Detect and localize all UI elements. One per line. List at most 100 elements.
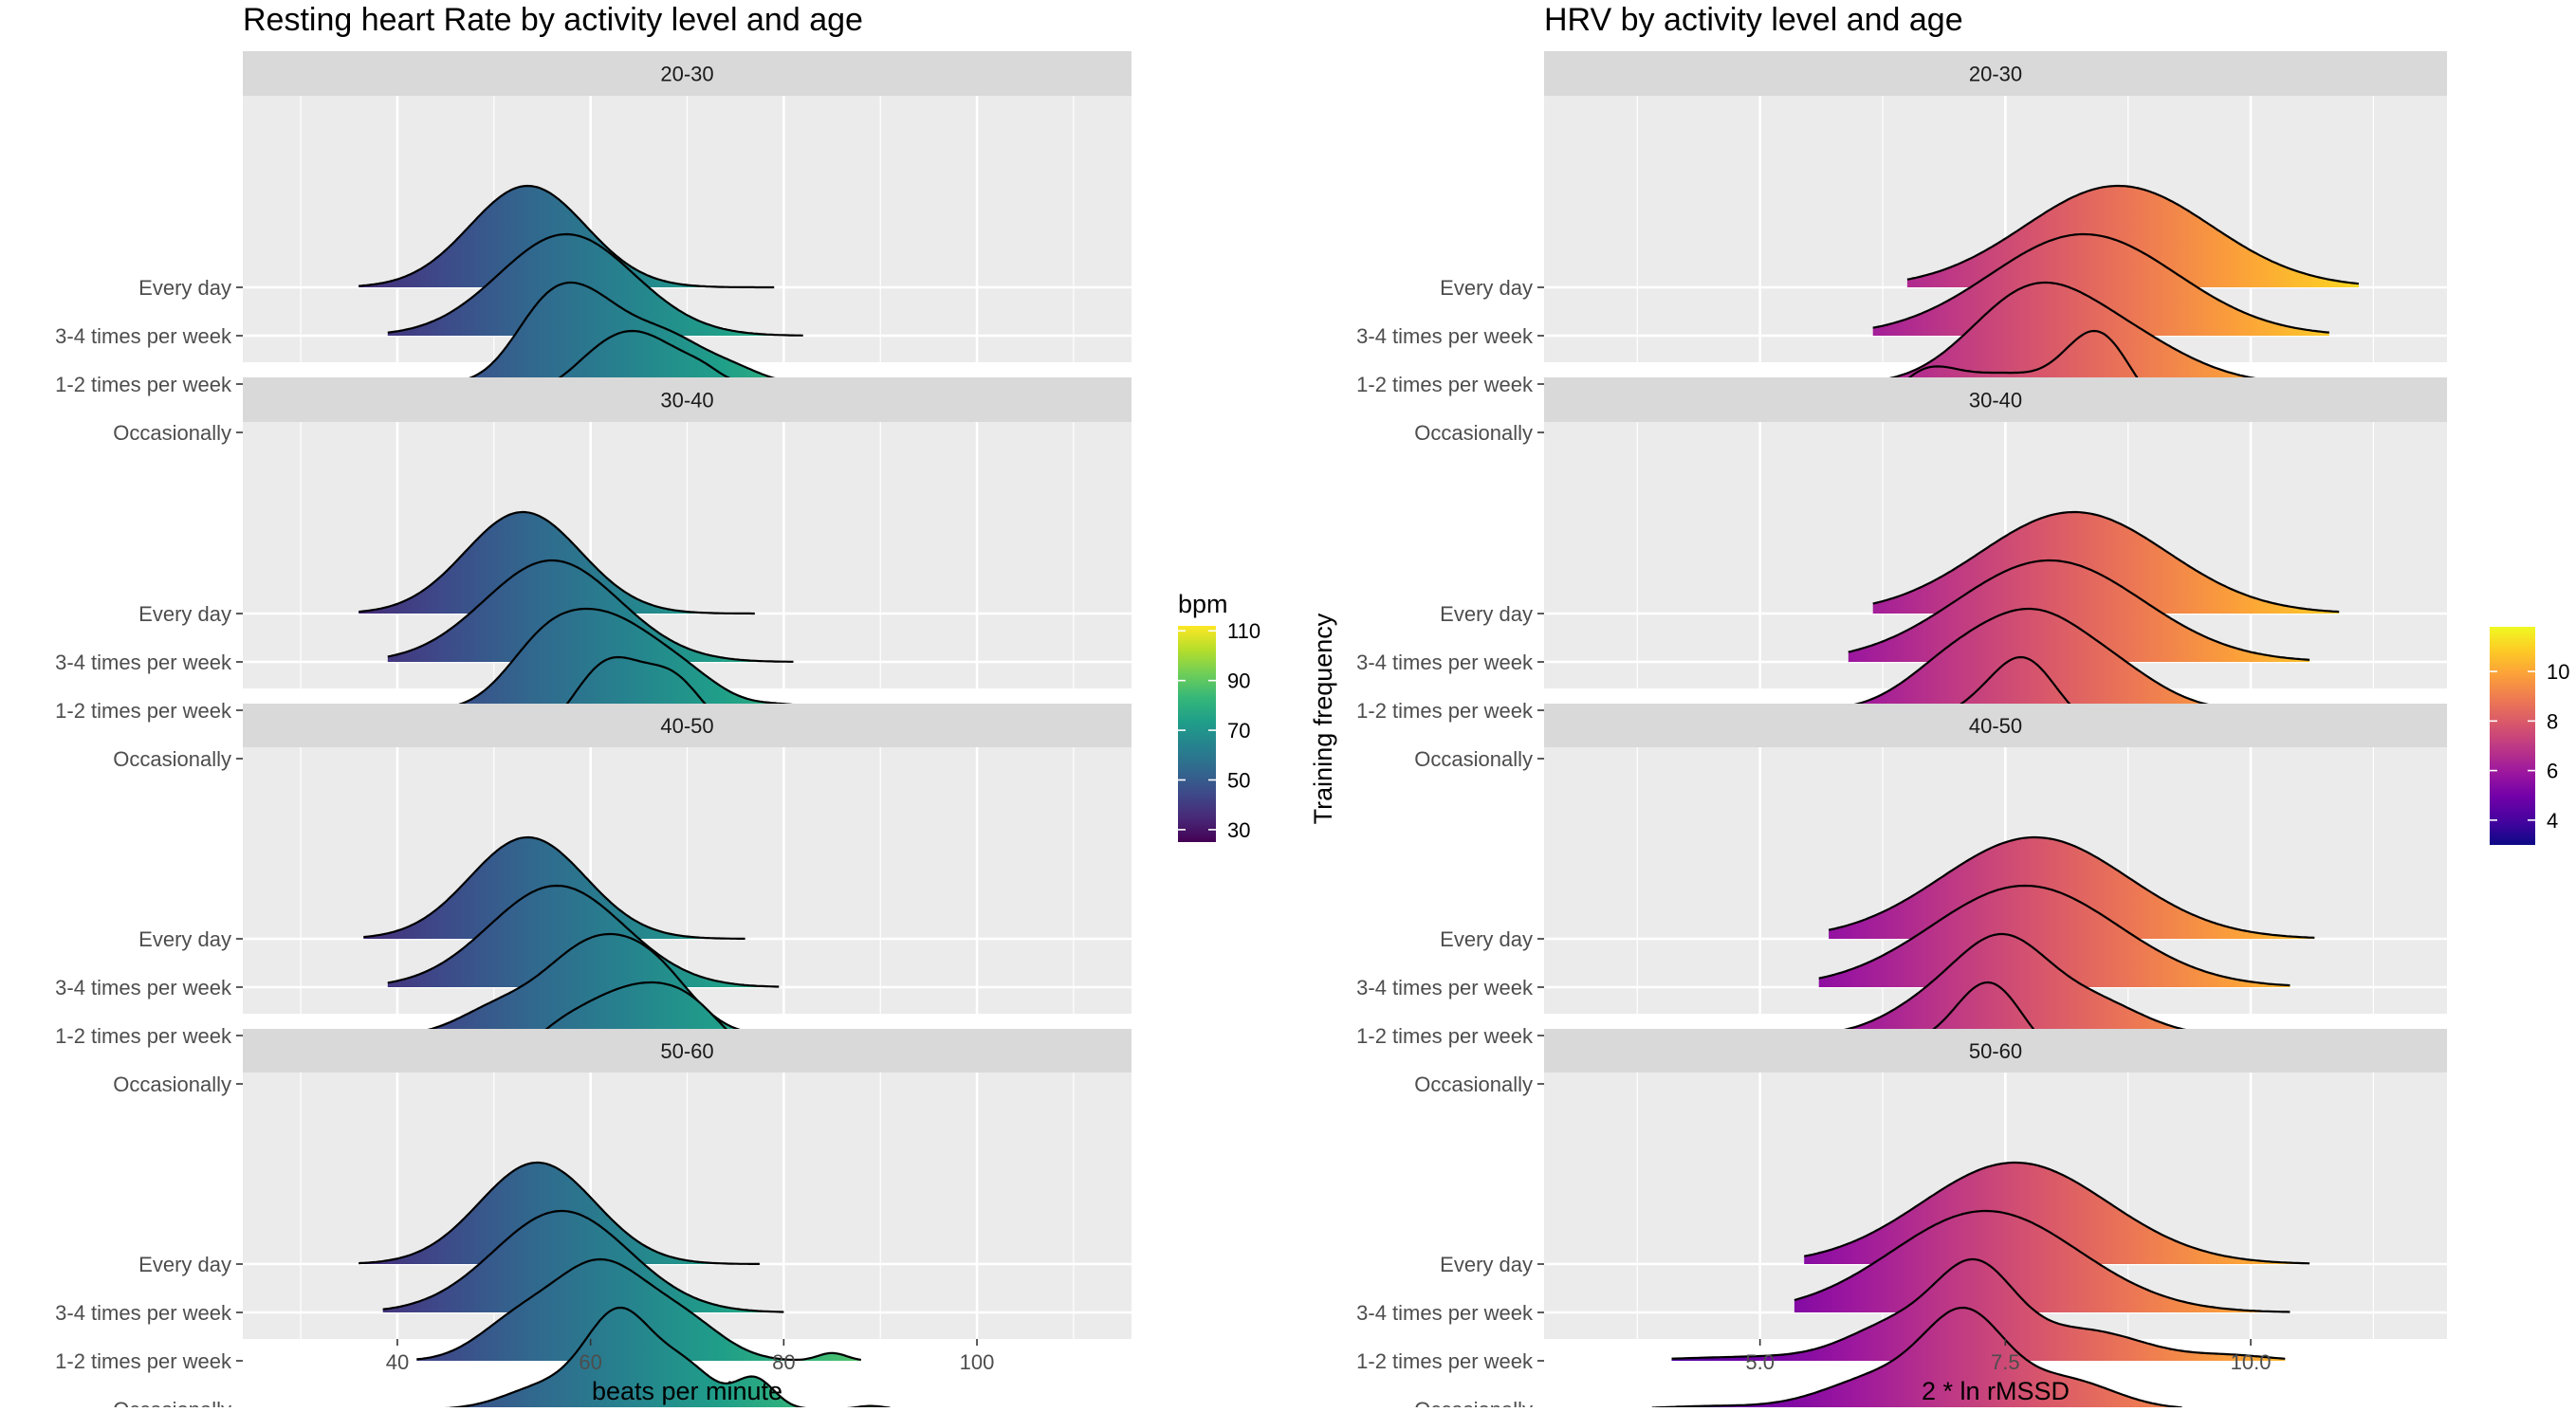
y-tick-label: 1-2 times per week — [1356, 1349, 1534, 1373]
facet-strip-label: 50-60 — [1969, 1039, 2022, 1063]
facet-strip — [1544, 377, 2447, 422]
ridge-fill-3-4 times per week — [382, 1211, 784, 1312]
ridge-fill-3-4 times per week — [1872, 234, 2329, 336]
y-tick-label: 3-4 times per week — [55, 1301, 232, 1325]
facet-strip-label: 50-60 — [660, 1039, 713, 1063]
facet-strip — [1544, 51, 2447, 96]
y-tick-label: 1-2 times per week — [55, 1349, 232, 1373]
ridge-fill-Occasionally — [1651, 1308, 2182, 1409]
legend-tick-label: 50 — [1227, 768, 1250, 792]
legend-tick-label: 70 — [1227, 719, 1250, 743]
y-tick-label: Occasionally — [113, 1073, 231, 1096]
x-tick-label: 7.5 — [1991, 1350, 2020, 1374]
y-tick-label: Every day — [1440, 276, 1533, 300]
ridge-outline-1-2 times per week — [1671, 1257, 2286, 1360]
chart-title: HRV by activity level and age — [1544, 2, 1963, 38]
y-tick-label: 1-2 times per week — [1356, 699, 1534, 723]
chart-title: Resting heart Rate by activity level and… — [243, 2, 863, 38]
chart-left: Resting heart Rate by activity level and… — [55, 2, 1260, 1412]
x-tick-label: 40 — [386, 1350, 409, 1374]
chart-right: HRV by activity level and age 20-30 Every … — [1356, 2, 2569, 1412]
y-tick-label: Occasionally — [1414, 747, 1533, 771]
ridge-outline-3-4 times per week — [1872, 232, 2329, 334]
y-tick-label: Every day — [138, 1253, 231, 1276]
y-tick-label: 1-2 times per week — [1356, 373, 1534, 396]
ridge-fill-3-4 times per week — [387, 886, 780, 987]
ridge-outline-1-2 times per week — [412, 607, 852, 711]
facet-20-30: 20-30 Every day 3-4 times per week 1-2 time… — [1356, 51, 2447, 445]
facet-strip — [1544, 704, 2447, 747]
y-tick-label: Every day — [1440, 1253, 1533, 1276]
ridge-fill-1-2 times per week — [1789, 934, 2271, 1036]
ridge-fill-1-2 times per week — [416, 1259, 861, 1361]
x-tick-label: 100 — [960, 1350, 995, 1374]
y-tick-label: 3-4 times per week — [1356, 976, 1534, 999]
y-tick-label: Every day — [138, 276, 231, 300]
ridge-fill-Occasionally — [407, 1308, 891, 1409]
legend-tick-label: 30 — [1227, 818, 1250, 842]
facet-strip-label: 20-30 — [660, 63, 713, 86]
y-axis-title: Training frequency — [1309, 613, 1337, 824]
facet-30-40: 30-40 Every day 3-4 times per week 1-2 time… — [1356, 377, 2447, 771]
y-tick-label: Every day — [138, 602, 231, 626]
legend-tick-label: 10 — [2547, 660, 2569, 684]
ridge-outline-1-2 times per week — [416, 1257, 861, 1362]
y-tick-label: 3-4 times per week — [1356, 324, 1534, 348]
ridge-outline-3-4 times per week — [382, 1209, 784, 1313]
facet-strip-label: 20-30 — [1969, 63, 2022, 86]
facet-strip-label: 30-40 — [660, 389, 713, 413]
ridge-fill-1-2 times per week — [435, 283, 871, 384]
ridge-outline-3-4 times per week — [387, 559, 794, 663]
ridge-outline-Occasionally — [1651, 1306, 2182, 1409]
ridge-fill-1-2 times per week — [416, 934, 823, 1036]
y-tick-label: 1-2 times per week — [1356, 1024, 1534, 1048]
y-tick-label: Every day — [1440, 927, 1533, 951]
legend-colorbar — [2490, 627, 2535, 845]
facet-strip — [243, 377, 1132, 422]
y-tick-label: 3-4 times per week — [1356, 1301, 1534, 1325]
facet-strip-label: 40-50 — [1969, 714, 2022, 738]
ridge-fill-3-4 times per week — [1818, 886, 2291, 987]
y-tick-label: 1-2 times per week — [55, 1024, 232, 1048]
facet-strip — [243, 704, 1132, 747]
y-tick-label: Occasionally — [113, 747, 231, 771]
ridge-outline-Every day — [359, 1161, 760, 1265]
ridge-outline-Every day — [1828, 835, 2315, 939]
legend-tick-label: 110 — [1227, 619, 1260, 643]
x-axis-title: 2 * ln rMSSD — [1922, 1377, 2070, 1405]
ridge-fill-3-4 times per week — [1794, 1211, 2291, 1312]
x-tick-label: 60 — [579, 1350, 601, 1374]
ridge-outline-Every day — [359, 510, 755, 615]
ridge-outline-3-4 times per week — [1848, 559, 2310, 661]
ridge-fill-3-4 times per week — [387, 234, 803, 336]
x-tick-label: 5.0 — [1745, 1350, 1775, 1374]
facet-strip — [1544, 1029, 2447, 1073]
x-tick-label: 10.0 — [2231, 1350, 2272, 1374]
ridge-outline-3-4 times per week — [1818, 884, 2291, 987]
legend-tick-label: 6 — [2547, 760, 2558, 783]
ridge-outline-Every day — [1906, 184, 2360, 285]
ridge-outline-3-4 times per week — [387, 232, 803, 337]
y-tick-label: 3-4 times per week — [55, 976, 232, 999]
ridge-outline-Every day — [1804, 1161, 2310, 1265]
x-tick-label: 80 — [772, 1350, 795, 1374]
facet-strip — [243, 1029, 1132, 1073]
y-tick-label: Occasionally — [1414, 1073, 1533, 1096]
legend-colorbar — [1178, 626, 1216, 842]
ridge-outline-Every day — [363, 835, 745, 940]
y-tick-label: 3-4 times per week — [55, 324, 232, 348]
legend-tick-label: 8 — [2547, 709, 2558, 733]
ridge-fill-1-2 times per week — [1671, 1259, 2286, 1361]
y-tick-label: 1-2 times per week — [55, 373, 232, 396]
y-tick-label: Occasionally — [113, 1398, 231, 1407]
facet-40-50: 40-50 Every day 3-4 times per week 1-2 time… — [1356, 704, 2447, 1096]
y-tick-label: 3-4 times per week — [1356, 651, 1534, 674]
ridge-fill-1-2 times per week — [1818, 609, 2291, 710]
y-tick-label: 3-4 times per week — [55, 651, 232, 674]
y-tick-label: 1-2 times per week — [55, 699, 232, 723]
ridge-outline-Every day — [359, 184, 775, 289]
y-tick-label: Occasionally — [1414, 421, 1533, 445]
ridge-outline-3-4 times per week — [1794, 1209, 2291, 1313]
